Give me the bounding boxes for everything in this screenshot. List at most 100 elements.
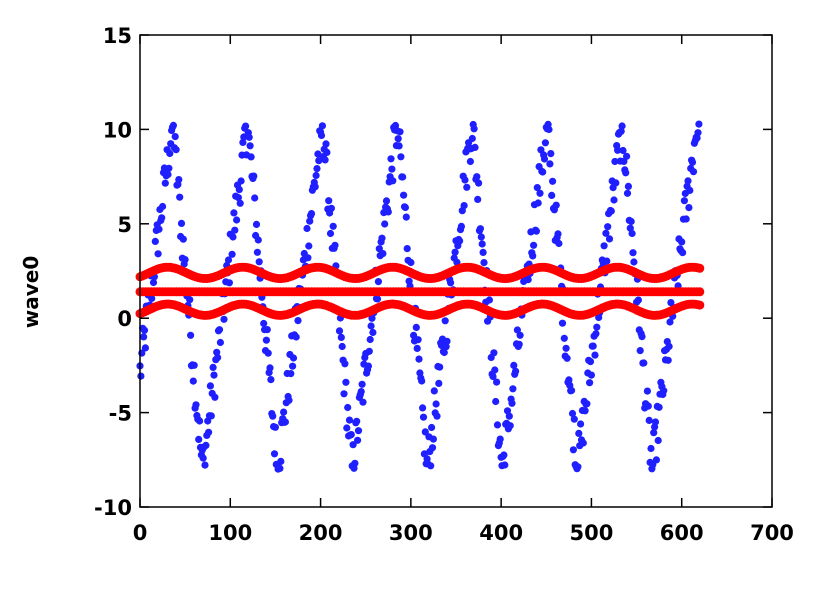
scatter-point — [457, 222, 465, 230]
scatter-point — [655, 403, 663, 411]
scatter-point — [562, 344, 570, 352]
y-tick-label: 0 — [117, 307, 132, 331]
scatter-point — [684, 177, 692, 185]
scatter-point — [447, 279, 455, 287]
scatter-point — [493, 421, 502, 429]
plot-area — [135, 120, 705, 473]
scatter-point — [568, 409, 577, 418]
scatter-point — [694, 129, 702, 137]
scatter-point — [418, 377, 426, 385]
scatter-point — [456, 237, 464, 245]
scatter-point — [137, 372, 145, 380]
scatter-point — [215, 326, 224, 334]
scatter-point — [622, 169, 630, 177]
mean-point — [695, 287, 705, 297]
scatter-point — [233, 216, 241, 224]
scatter-point — [623, 152, 631, 160]
scatter-point — [396, 128, 404, 136]
scatter-point — [586, 358, 595, 366]
scatter-point — [326, 229, 335, 238]
scatter-point — [579, 439, 587, 447]
scatter-point — [206, 382, 214, 390]
scatter-point — [477, 233, 485, 241]
scatter-point — [593, 323, 601, 331]
scatter-point — [678, 238, 686, 246]
scatter-point — [680, 197, 689, 205]
scatter-point — [660, 387, 668, 395]
scatter-point — [354, 436, 362, 444]
scatter-point — [338, 342, 346, 351]
scatter-point — [140, 333, 148, 341]
scatter-point — [476, 225, 484, 233]
scatter-point — [399, 173, 407, 181]
scatter-point — [166, 149, 174, 158]
scatter-point — [679, 249, 687, 257]
scatter-point — [250, 172, 258, 180]
scatter-point — [611, 157, 619, 166]
scatter-point — [654, 436, 662, 445]
scatter-point — [164, 170, 172, 179]
scatter-point — [413, 344, 421, 352]
scatter-point — [552, 201, 560, 209]
scatter-point — [266, 364, 274, 372]
scatter-point — [500, 451, 508, 459]
scatter-point — [237, 177, 245, 185]
scatter-point — [276, 464, 284, 472]
scatter-point — [617, 127, 625, 135]
scatter-point — [513, 326, 522, 334]
scatter-point — [351, 459, 359, 467]
scatter-point — [304, 254, 312, 262]
scatter-point — [470, 125, 478, 133]
scatter-point — [534, 199, 542, 207]
x-tick-label: 300 — [389, 521, 433, 545]
scatter-point — [460, 202, 468, 210]
scatter-point — [317, 131, 326, 140]
scatter-point — [485, 296, 493, 304]
scatter-point — [262, 336, 270, 344]
x-tick-label: 0 — [133, 521, 148, 545]
scatter-point — [311, 183, 319, 191]
scatter-point — [568, 386, 576, 395]
scatter-point — [414, 336, 422, 344]
scatter-point — [303, 224, 311, 233]
scatter-point — [428, 444, 437, 452]
scatter-point — [688, 158, 697, 166]
scatter-point — [345, 416, 354, 424]
scatter-point — [549, 177, 557, 185]
scatter-point — [647, 444, 655, 453]
y-tick-label: -5 — [109, 402, 132, 426]
scatter-point — [331, 241, 339, 249]
scatter-point — [575, 429, 583, 437]
scatter-point — [430, 387, 438, 395]
scatter-point — [365, 347, 373, 355]
axis-ticks — [139, 34, 773, 508]
scatter-point — [289, 354, 298, 362]
scatter-point — [373, 295, 382, 303]
scatter-point — [545, 125, 553, 134]
scatter-point — [199, 454, 207, 462]
scatter-point — [379, 250, 387, 258]
band-point — [695, 300, 705, 310]
scatter-point — [402, 213, 410, 221]
scatter-point — [322, 140, 330, 148]
scatter-point — [263, 326, 271, 334]
scatter-point — [367, 322, 375, 330]
scatter-point — [451, 248, 459, 256]
scatter-point — [471, 143, 479, 151]
scatter-point — [313, 165, 321, 173]
scatter-point — [592, 330, 600, 338]
x-tick-label: 700 — [750, 521, 794, 545]
scatter-point — [207, 412, 215, 420]
scatter-point — [140, 326, 149, 334]
scatter-point — [577, 420, 585, 428]
plot-frame — [139, 34, 773, 508]
scatter-point — [412, 323, 420, 331]
scatter-point — [165, 164, 173, 172]
scatter-point — [583, 400, 591, 408]
scatter-point — [148, 294, 156, 302]
scatter-point — [461, 176, 469, 184]
scatter-point — [603, 257, 611, 265]
scatter-point — [489, 372, 497, 381]
scatter-point — [189, 377, 197, 385]
scatter-point — [403, 245, 411, 253]
